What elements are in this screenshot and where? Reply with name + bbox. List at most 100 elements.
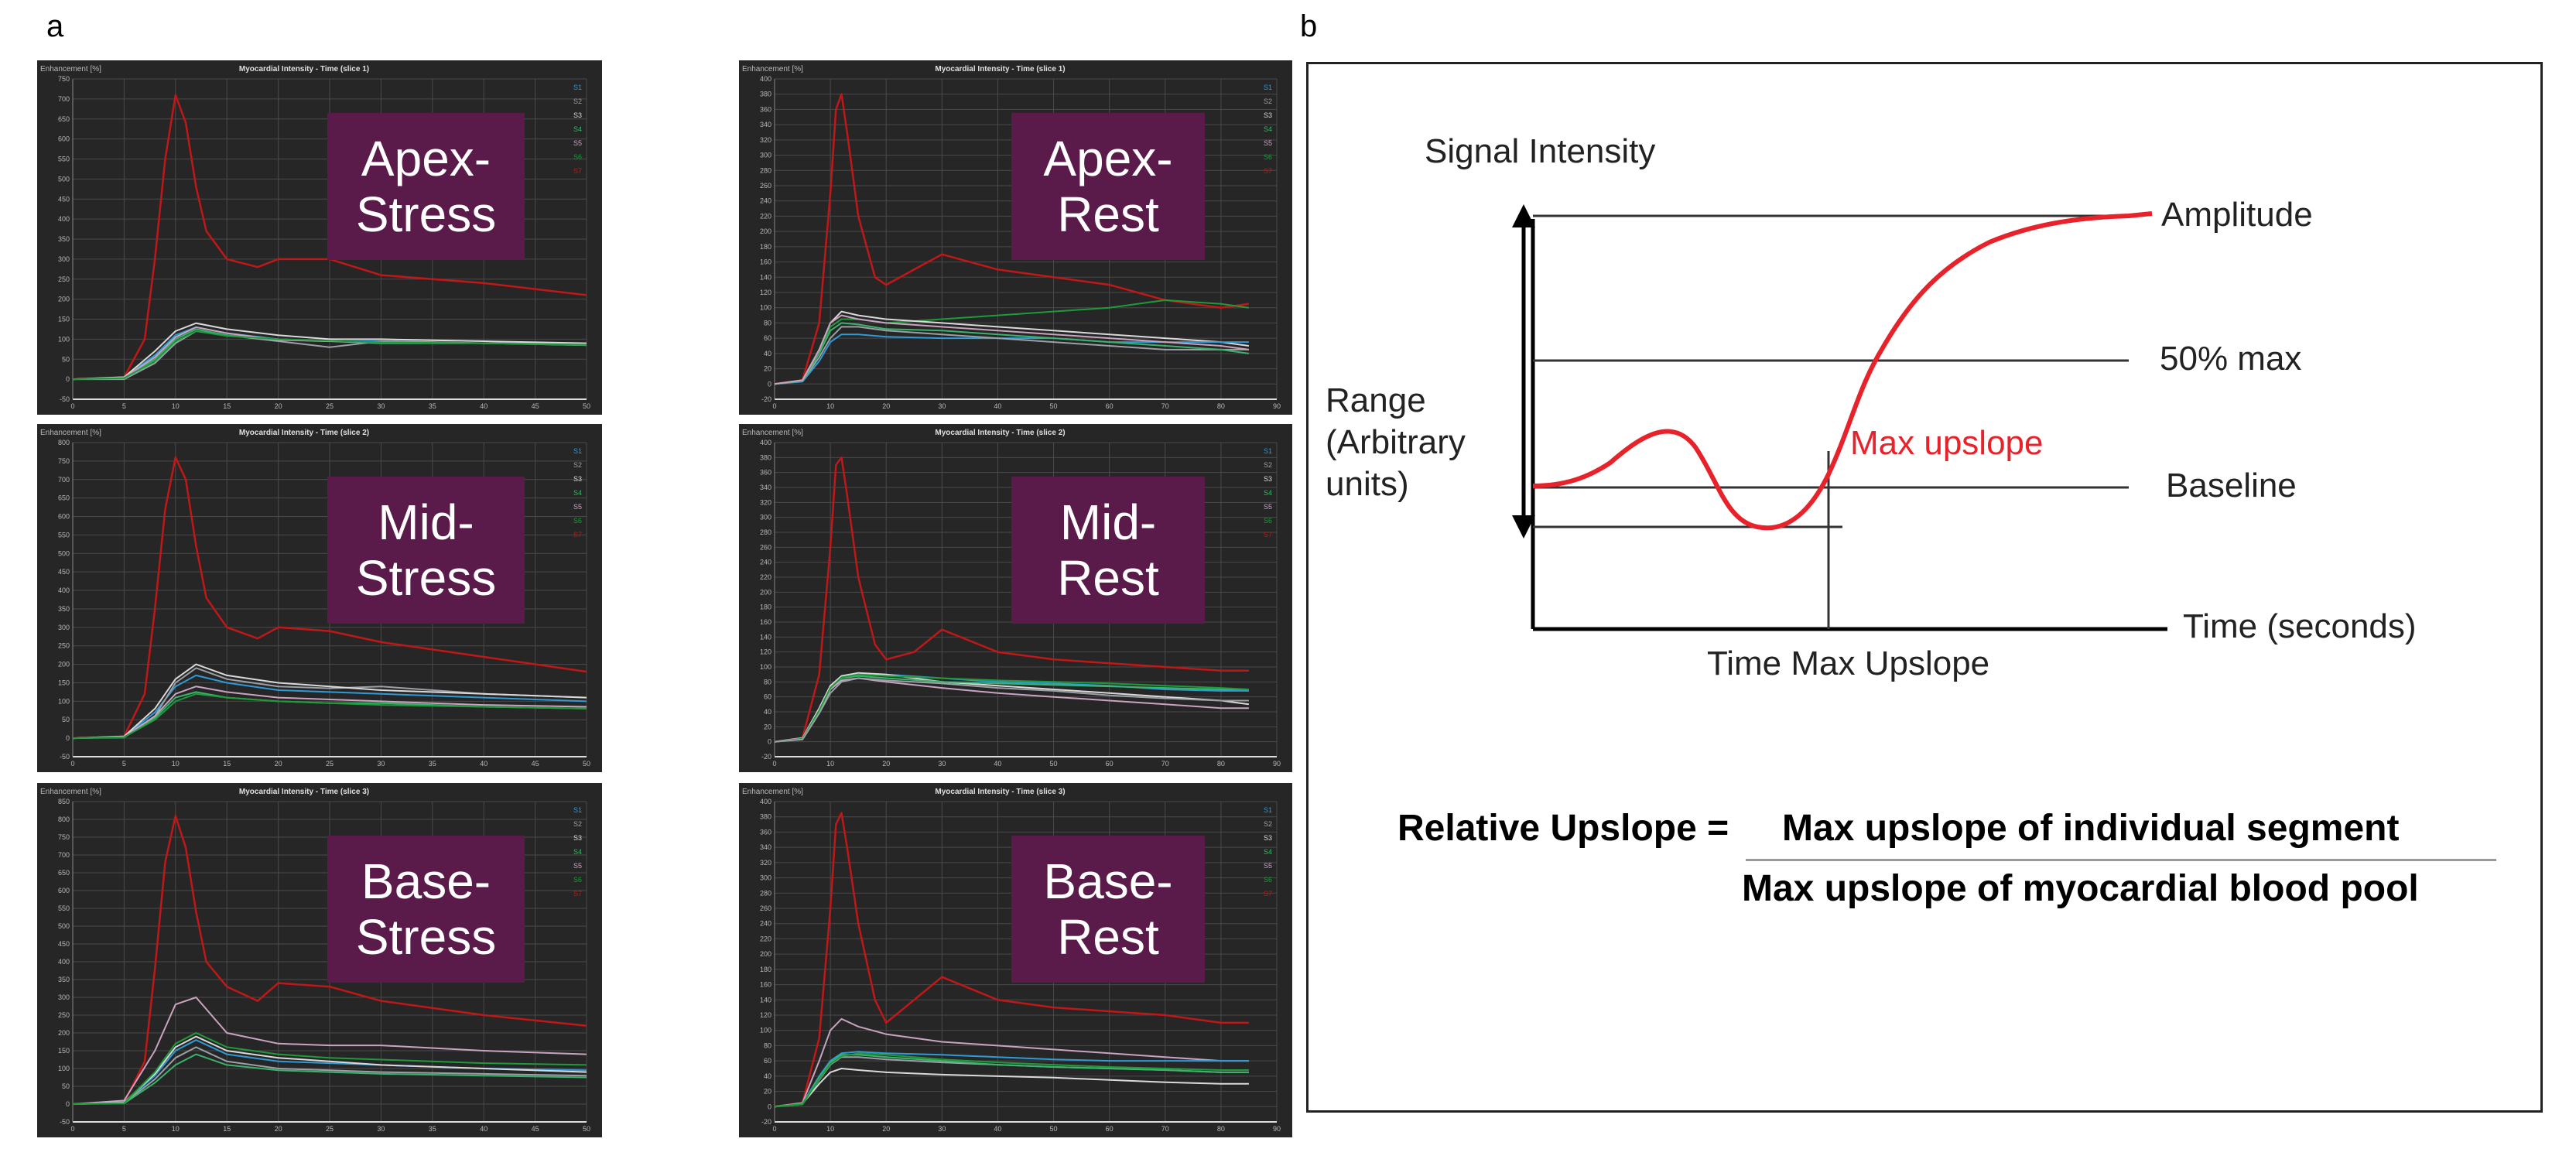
y-tick-label: 260 — [760, 182, 771, 190]
time-max-upslope-label: Time Max Upslope — [1707, 645, 1990, 682]
series-line-s1 — [72, 674, 587, 740]
y-tick-label: 550 — [58, 531, 70, 539]
legend-entry-s2: S2 — [573, 461, 582, 469]
y-tick-label: 250 — [58, 1011, 70, 1019]
y-tick-label: 100 — [58, 697, 70, 705]
legend-entry-s2: S2 — [573, 820, 582, 828]
x-tick-label: 30 — [938, 760, 946, 768]
legend-entry-s6: S6 — [573, 876, 582, 884]
series-line-s5 — [774, 1017, 1249, 1108]
y-axis-label: Enhancement [%] — [40, 788, 101, 796]
x-tick-label: 40 — [994, 402, 1001, 410]
legend-entry-s3: S3 — [573, 834, 582, 842]
x-tick-label: 25 — [326, 1125, 334, 1133]
series-line-s7 — [72, 815, 587, 1106]
x-tick-label: 30 — [377, 402, 385, 410]
x-tick-label: 5 — [122, 760, 126, 768]
y-tick-label: 140 — [760, 996, 771, 1004]
x-tick-label: 30 — [938, 402, 946, 410]
y-tick-label: 140 — [760, 273, 771, 281]
y-tick-label: 50 — [62, 1082, 70, 1090]
y-tick-label: 320 — [760, 136, 771, 144]
legend-entry-s2: S2 — [1264, 820, 1272, 828]
range-label-line1: Range — [1326, 381, 1426, 419]
range-label-line2: (Arbitrary — [1326, 423, 1466, 461]
region-label-line1: Base- — [1043, 853, 1173, 909]
legend-entry-s2: S2 — [573, 97, 582, 105]
signal-curve — [1532, 211, 2153, 531]
y-tick-label: 450 — [58, 940, 70, 948]
plot-apex-stress: Enhancement [%] Myocardial Intensity - Ti… — [37, 60, 602, 415]
plot-apex-rest: Enhancement [%] Myocardial Intensity - Ti… — [739, 60, 1292, 415]
x-tick-label: 50 — [1050, 1125, 1058, 1133]
legend-entry-s7: S7 — [1264, 531, 1272, 539]
y-tick-label: 320 — [760, 859, 771, 867]
chart-base-stress: Enhancement [%] Myocardial Intensity - Ti… — [40, 788, 590, 1133]
y-tick-label: 200 — [760, 588, 771, 596]
legend-entry-s5: S5 — [573, 503, 582, 511]
y-tick-label: 80 — [764, 678, 771, 686]
y-tick-label: 280 — [760, 166, 771, 174]
y-tick-label: 0 — [768, 738, 771, 746]
x-tick-label: 80 — [1217, 402, 1225, 410]
x-tick-label: 10 — [172, 402, 180, 410]
x-tick-label: 0 — [70, 760, 74, 768]
y-tick-label: 240 — [760, 197, 771, 205]
legend-entry-s4: S4 — [1264, 848, 1272, 856]
region-label-line2: Stress — [355, 186, 497, 242]
y-tick-label: 40 — [764, 1072, 771, 1080]
legend-entry-s7: S7 — [1264, 890, 1272, 898]
x-tick-label: 30 — [377, 1125, 385, 1133]
y-tick-label: 120 — [760, 1011, 771, 1019]
y-tick-label: 750 — [58, 457, 70, 465]
y-tick-label: 500 — [58, 549, 70, 557]
series-line-s5 — [72, 686, 587, 740]
y-tick-label: 160 — [760, 981, 771, 989]
y-tick-label: 350 — [58, 235, 70, 243]
x-tick-label: 45 — [532, 402, 539, 410]
region-label-base-rest: Base- Rest — [1011, 836, 1205, 983]
series-line-s6 — [72, 1032, 587, 1105]
y-tick-label: 400 — [760, 439, 771, 446]
x-tick-label: 25 — [326, 760, 334, 768]
y-tick-label: 300 — [58, 624, 70, 631]
y-tick-label: 50 — [62, 716, 70, 723]
chart-title: Myocardial Intensity - Time (slice 1) — [239, 65, 369, 74]
x-tick-label: 5 — [122, 402, 126, 410]
x-tick-label: 50 — [583, 1125, 590, 1133]
diagram-y-axis-label: Signal Intensity — [1425, 132, 1656, 170]
legend-entry-s3: S3 — [1264, 111, 1272, 119]
y-tick-label: 340 — [760, 484, 771, 491]
y-tick-label: 700 — [58, 851, 70, 859]
legend-entry-s6: S6 — [573, 517, 582, 525]
y-tick-label: 800 — [58, 816, 70, 823]
region-label-line2: Stress — [355, 909, 497, 965]
y-tick-label: 150 — [58, 316, 70, 323]
x-tick-label: 50 — [583, 760, 590, 768]
y-tick-label: 0 — [66, 375, 70, 383]
y-tick-label: 340 — [760, 843, 771, 851]
y-tick-label: 100 — [58, 1065, 70, 1072]
series-line-s3 — [774, 310, 1250, 385]
legend-entry-s3: S3 — [573, 475, 582, 483]
y-tick-label: 120 — [760, 289, 771, 296]
x-tick-label: 20 — [275, 1125, 282, 1133]
y-tick-label: 180 — [760, 966, 771, 973]
y-tick-label: 360 — [760, 105, 771, 113]
y-tick-label: -50 — [60, 1118, 70, 1126]
series-line-s6 — [774, 1052, 1249, 1108]
region-label-line2: Stress — [355, 550, 497, 606]
y-tick-label: 300 — [58, 993, 70, 1001]
y-tick-label: 340 — [760, 121, 771, 128]
y-tick-label: 40 — [764, 350, 771, 357]
series-line-s2 — [774, 326, 1249, 385]
y-tick-label: 0 — [768, 1103, 771, 1110]
y-tick-label: 400 — [760, 75, 771, 83]
y-tick-label: 200 — [760, 950, 771, 958]
series-line-s5 — [72, 997, 587, 1105]
y-tick-label: 400 — [58, 215, 70, 223]
series-line-s4 — [72, 1053, 587, 1105]
y-tick-label: 20 — [764, 365, 771, 373]
formula-denominator: Max upslope of myocardial blood pool — [1742, 868, 2419, 909]
y-tick-label: 0 — [66, 734, 70, 742]
